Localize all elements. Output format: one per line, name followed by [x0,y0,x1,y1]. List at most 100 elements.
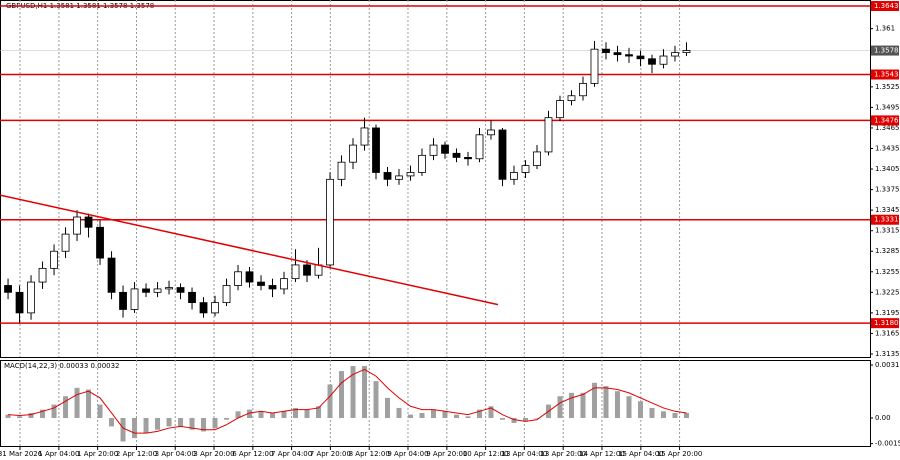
candle-body [176,287,185,293]
x-tick-label: 13 Apr 04:00 [502,450,548,458]
y-tick-label: 1.3255 [875,268,900,276]
x-tick-label: 7 Apr 20:00 [310,450,351,458]
x-tick-label: 9 Apr 04:00 [387,450,428,458]
candle-body [487,129,495,136]
candle-body [613,52,622,56]
x-tick-label: 14 Apr 12:00 [579,450,625,458]
macd-bar [499,418,505,420]
macd-bar [155,418,161,430]
candle-body [280,278,288,290]
macd-bar [614,391,620,418]
macd-bar [74,387,80,418]
macd-bar [488,406,494,418]
candle-body [349,144,357,163]
macd-bar [212,418,218,429]
macd-bar [603,386,609,418]
candle-body [130,288,139,310]
last-price-tag [871,45,899,56]
macd-bar [28,412,34,418]
candle-body [107,257,116,293]
macd-bar [224,418,230,420]
candle-body [671,52,679,57]
candle-body [636,55,645,60]
macd-bar [132,418,138,439]
candle-body [211,302,219,314]
candle-body [326,178,334,266]
macd-bar [63,396,69,418]
x-tick-label: 7 Apr 04:00 [271,450,312,458]
candle-body [222,285,231,304]
level-label: 1.3476 [874,116,899,124]
macd-bar [431,409,437,418]
signal-line [8,368,687,434]
candle-body [119,291,127,310]
macd-bar [339,371,345,418]
candle-body [15,291,24,314]
macd-bar [465,416,471,418]
macd-bar [580,392,586,418]
x-tick-label: 15 Apr 04:00 [618,450,664,458]
candle-body [383,172,392,180]
level-label: 1.3331 [874,216,899,224]
y-tick-label: 0.00 [875,414,891,422]
macd-bar [419,412,425,418]
candle-body [73,216,81,235]
macd-bar [373,381,379,418]
macd-bar [258,411,264,418]
level-tag [871,214,899,225]
macd-bar [385,397,391,418]
x-tick-label: 3 Apr 04:00 [155,450,196,458]
macd-bar [454,414,460,418]
macd-bar [293,407,299,418]
candle-body [533,151,541,167]
y-tick-label: 1.3315 [875,227,900,235]
macd-bar [362,366,368,418]
macd-bar [683,412,689,418]
macd-bar [591,382,597,418]
x-tick-label: 13 Apr 20:00 [540,450,586,458]
candle-body [659,55,668,65]
candle-body [372,127,380,173]
macd-bar [5,414,11,418]
candle-body [96,226,104,259]
level-tag [871,318,899,329]
macd-bar [396,407,402,418]
last-price-label: 1.3578 [874,47,899,55]
macd-bar [166,418,172,427]
macd-bar [316,406,322,418]
level-label: 1.3643 [874,2,899,10]
candle-body [556,100,564,119]
macd-bar [477,409,483,418]
macd-bar [189,418,195,430]
candle-body [544,117,553,153]
macd-bar [350,366,356,418]
candle-body [521,165,530,173]
x-tick-label: 9 Apr 20:00 [426,450,467,458]
candle-body [406,172,415,177]
candle-body [579,83,587,97]
x-tick-label: 1 Apr 20:00 [77,450,118,458]
y-tick-label: 1.3435 [875,144,900,152]
macd-bar [270,412,276,418]
level-label: 1.3543 [874,71,899,79]
y-tick-label: 1.361 [875,25,895,33]
x-tick-label: 6 Apr 12:00 [232,450,273,458]
candle-body [165,287,173,290]
y-tick-label: 1.3195 [875,309,900,317]
x-tick-label: 8 Apr 12:00 [349,450,390,458]
macd-bar [143,418,149,434]
candle-body [234,271,242,286]
candle-body [464,157,472,160]
candle-body [567,95,576,101]
macd-bar [557,396,563,418]
candle-body [498,129,507,180]
y-tick-label: -0.00153 [875,440,900,448]
macd-bar [51,404,57,418]
macd-bar [408,414,414,418]
y-tick-label: 1.3285 [875,247,900,255]
candle-body [199,302,208,314]
candle-body [625,54,633,57]
macd-bar [522,418,528,422]
level-tag [871,1,899,12]
